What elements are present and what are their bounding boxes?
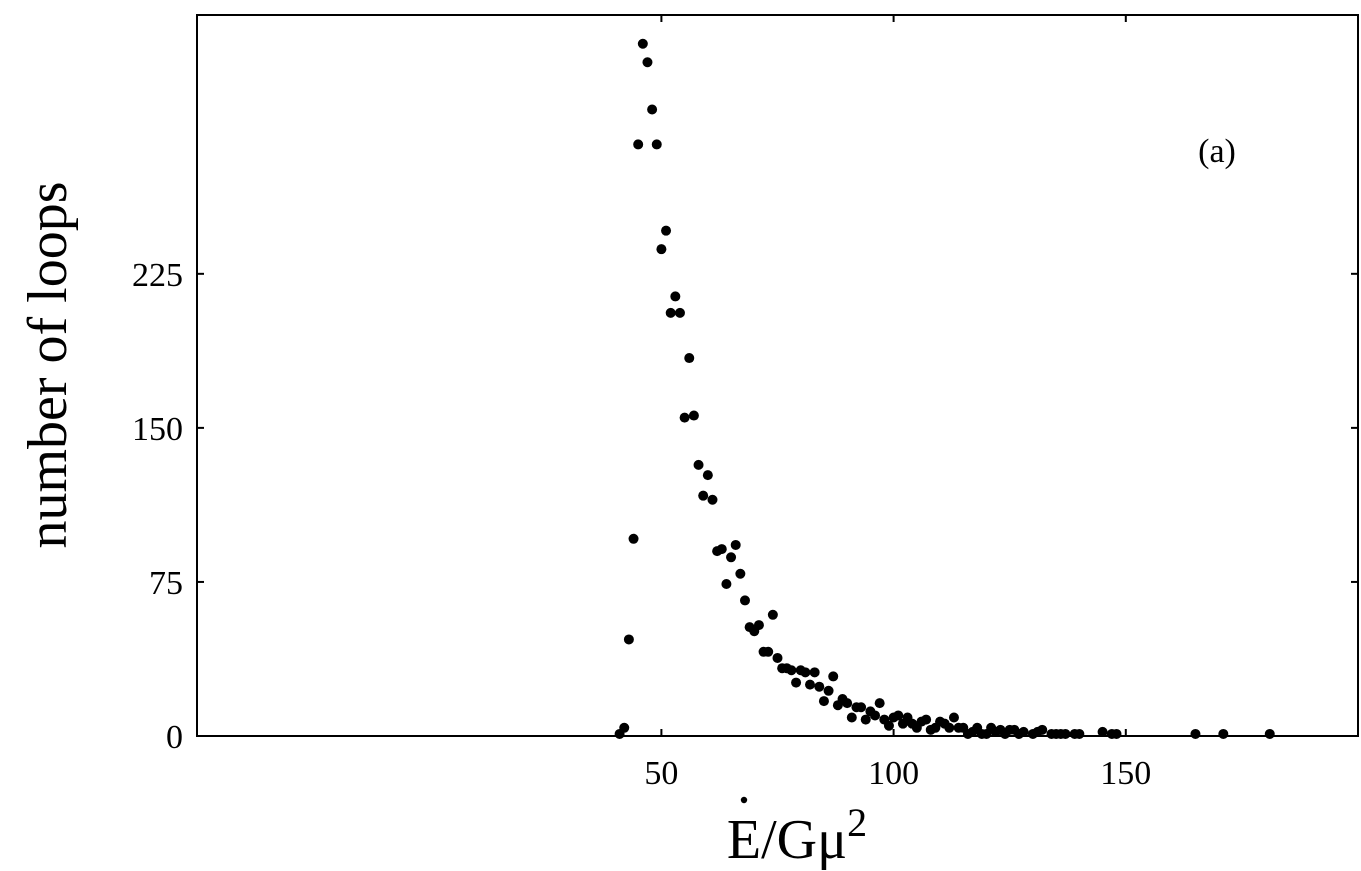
- x-axis-title: E/Gμ2: [727, 800, 867, 871]
- x-axis-title-sup: 2: [847, 800, 867, 845]
- data-point: [856, 702, 866, 712]
- data-point: [814, 682, 824, 692]
- data-point: [647, 104, 657, 114]
- data-point: [721, 579, 731, 589]
- data-point: [875, 698, 885, 708]
- data-point: [694, 460, 704, 470]
- data-point: [670, 291, 680, 301]
- data-point: [1019, 727, 1029, 737]
- data-point: [819, 696, 829, 706]
- data-point: [642, 57, 652, 67]
- data-point: [763, 647, 773, 657]
- data-point: [717, 544, 727, 554]
- data-point: [703, 470, 713, 480]
- data-point: [1112, 729, 1122, 739]
- x-axis: 50 100 150: [644, 15, 1151, 792]
- data-point: [949, 713, 959, 723]
- data-point: [726, 552, 736, 562]
- data-point: [921, 715, 931, 725]
- data-point: [786, 665, 796, 675]
- data-point: [684, 353, 694, 363]
- data-point: [698, 491, 708, 501]
- data-point: [1218, 729, 1228, 739]
- data-point: [735, 569, 745, 579]
- data-point: [805, 680, 815, 690]
- data-point: [1190, 729, 1200, 739]
- data-point: [944, 723, 954, 733]
- panel-label: (a): [1198, 133, 1236, 170]
- data-point: [791, 678, 801, 688]
- x-axis-title-rest: /Gμ: [761, 809, 847, 871]
- data-point: [773, 653, 783, 663]
- data-point: [1098, 727, 1108, 737]
- data-point: [652, 139, 662, 149]
- data-point: [768, 610, 778, 620]
- data-point: [740, 595, 750, 605]
- data-point: [633, 139, 643, 149]
- data-point: [870, 710, 880, 720]
- y-axis-title: number of loops: [17, 181, 79, 548]
- plot-frame: [197, 15, 1358, 736]
- x-axis-title-dot: [741, 797, 747, 803]
- data-point: [824, 686, 834, 696]
- y-tick-label: 0: [166, 719, 183, 756]
- x-tick-label: 100: [868, 755, 919, 792]
- y-tick-label: 150: [132, 411, 183, 448]
- data-point: [661, 226, 671, 236]
- data-points: [615, 39, 1275, 739]
- x-tick-label: 150: [1100, 755, 1151, 792]
- data-point: [666, 308, 676, 318]
- data-point: [1074, 729, 1084, 739]
- y-axis: 0 75 150 225: [132, 257, 1358, 756]
- data-point: [731, 540, 741, 550]
- data-point: [1060, 729, 1070, 739]
- data-point: [1037, 725, 1047, 735]
- data-point: [624, 634, 634, 644]
- y-tick-label: 75: [149, 565, 183, 602]
- data-point: [675, 308, 685, 318]
- x-tick-label: 50: [644, 755, 678, 792]
- data-point: [828, 671, 838, 681]
- data-point: [842, 698, 852, 708]
- data-point: [656, 244, 666, 254]
- data-point: [629, 534, 639, 544]
- data-point: [689, 411, 699, 421]
- data-point: [800, 667, 810, 677]
- data-point: [680, 413, 690, 423]
- data-point: [1265, 729, 1275, 739]
- data-point: [619, 723, 629, 733]
- data-point: [847, 713, 857, 723]
- y-tick-label: 225: [132, 257, 183, 294]
- data-point: [754, 620, 764, 630]
- data-point: [810, 667, 820, 677]
- x-axis-title-base: E: [727, 809, 761, 871]
- data-point: [638, 39, 648, 49]
- data-point: [707, 495, 717, 505]
